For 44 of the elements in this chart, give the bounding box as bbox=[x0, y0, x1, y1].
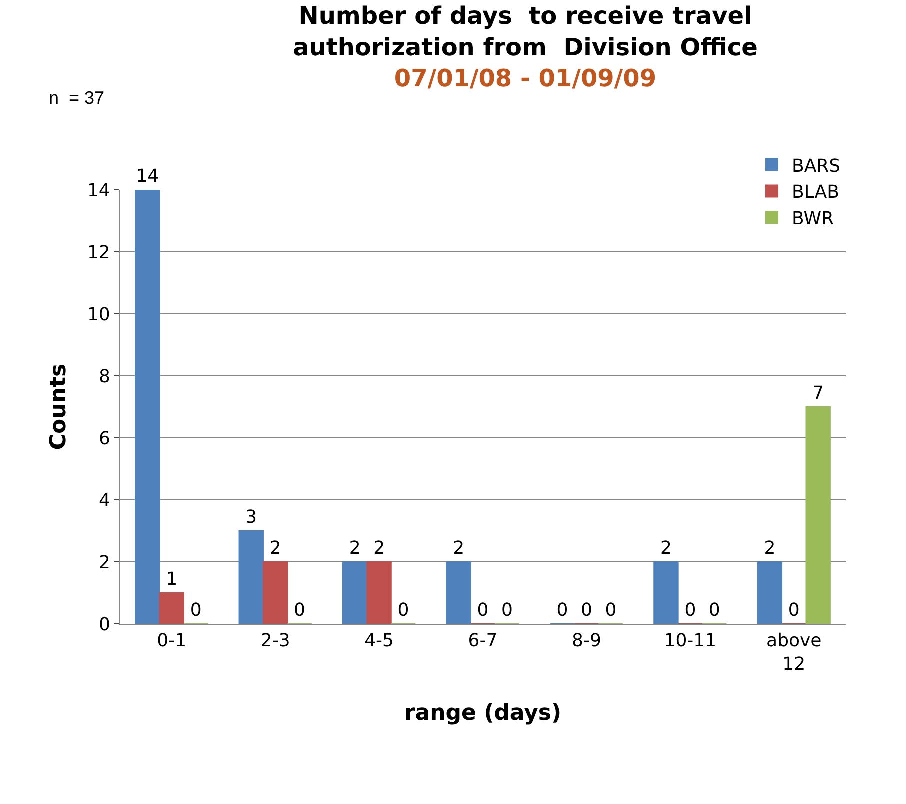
x-tick-label: 2-3 bbox=[260, 630, 290, 652]
chart-title: Number of days to receive travel authorization from Division Office bbox=[293, 2, 758, 62]
data-label: 0 bbox=[190, 600, 202, 621]
data-label: 0 bbox=[556, 600, 568, 621]
x-tick-label: 10-11 bbox=[664, 630, 717, 652]
y-axis-title: Counts bbox=[46, 364, 72, 450]
y-tick-label: 10 bbox=[87, 304, 110, 326]
text: n = 37 bbox=[49, 88, 105, 108]
x-tick-label: 6-7 bbox=[468, 630, 498, 652]
y-tick-label: 12 bbox=[87, 242, 110, 264]
legend-label: BWR bbox=[792, 208, 834, 230]
data-label: 2 bbox=[453, 538, 465, 559]
x-tick-label: 8-9 bbox=[572, 630, 602, 652]
y-tick-label: 6 bbox=[98, 428, 110, 450]
data-label: 0 bbox=[708, 600, 720, 621]
legend-label: BLAB bbox=[792, 182, 840, 204]
data-label: 0 bbox=[477, 600, 489, 621]
data-label: 0 bbox=[788, 600, 800, 621]
data-label: 0 bbox=[580, 600, 592, 621]
y-tick-label: 8 bbox=[98, 366, 110, 388]
data-label: 7 bbox=[812, 383, 824, 404]
data-label: 2 bbox=[764, 538, 776, 559]
y-tick-label: 4 bbox=[98, 490, 110, 512]
data-label: 2 bbox=[374, 538, 386, 559]
y-tick-label: 2 bbox=[98, 552, 110, 574]
data-label: 0 bbox=[684, 600, 696, 621]
data-label: 2 bbox=[349, 538, 361, 559]
y-tick-label: 0 bbox=[98, 614, 110, 636]
legend-label: BARS bbox=[792, 156, 841, 177]
data-label: 3 bbox=[246, 507, 258, 528]
data-label: 0 bbox=[501, 600, 513, 621]
x-tick-label: above 12 bbox=[766, 630, 822, 675]
x-tick-label: 0-1 bbox=[157, 630, 187, 652]
data-label: 1 bbox=[166, 569, 178, 590]
data-label: 2 bbox=[270, 538, 282, 559]
x-axis-title: range (days) bbox=[404, 700, 562, 726]
y-tick-label: 14 bbox=[87, 180, 110, 202]
data-label: 0 bbox=[294, 600, 306, 621]
data-label: 2 bbox=[660, 538, 672, 559]
data-label: 0 bbox=[398, 600, 410, 621]
x-tick-label: 4-5 bbox=[364, 630, 394, 652]
chart-subtitle: 07/01/08 - 01/09/09 bbox=[394, 64, 657, 93]
data-label: 14 bbox=[136, 166, 160, 187]
data-label: 0 bbox=[605, 600, 617, 621]
